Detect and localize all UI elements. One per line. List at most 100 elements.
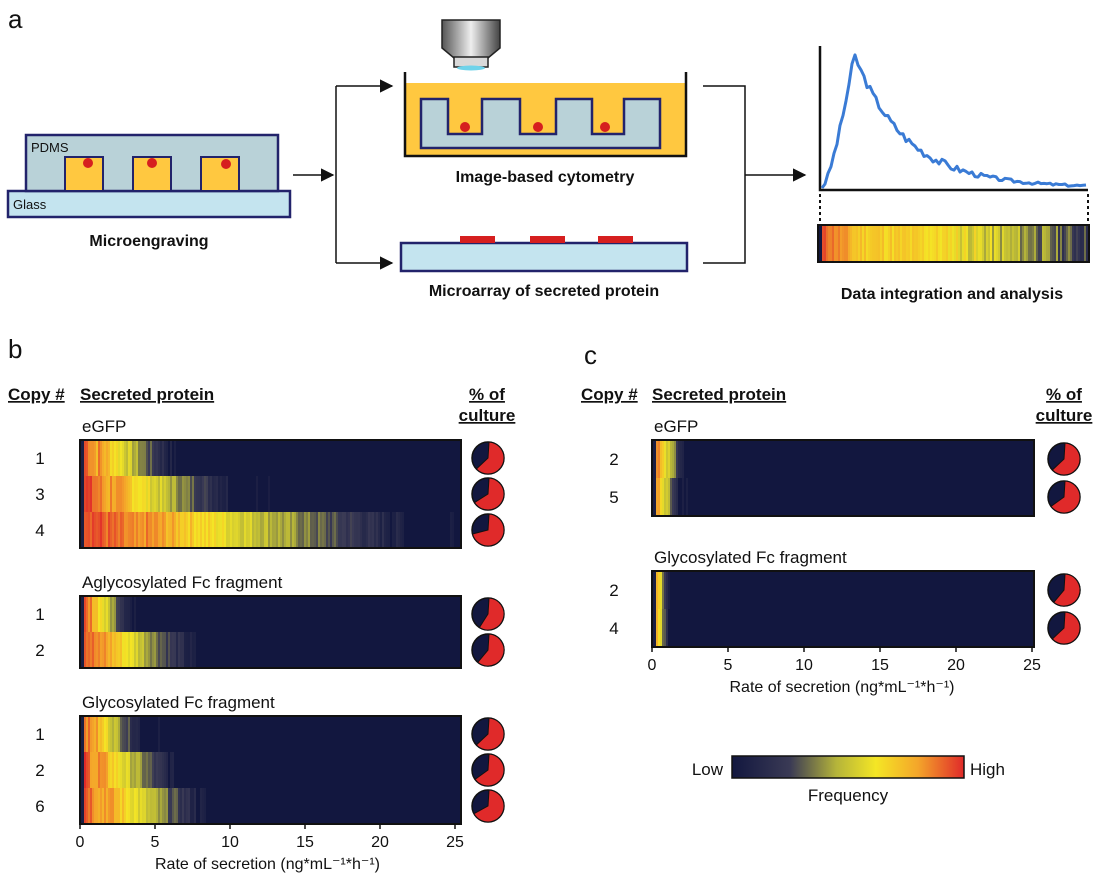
heatmap-cell <box>662 609 664 647</box>
heatmap-background <box>80 716 461 752</box>
heatmap-cell <box>942 225 944 262</box>
heatmap-cell <box>130 440 132 476</box>
heatmap-cell <box>132 440 134 476</box>
heatmap-cell <box>92 716 94 752</box>
heatmap-cell <box>322 512 324 548</box>
heatmap-cell <box>360 512 362 548</box>
pie-slice <box>475 717 505 751</box>
heatmap-cell <box>338 512 340 548</box>
heatmap-cell <box>108 716 110 752</box>
well <box>200 156 240 192</box>
heatmap-cell <box>1020 225 1022 262</box>
heatmap-cell <box>102 632 104 668</box>
heatmap-cell <box>910 225 912 262</box>
heatmap-cell <box>272 512 274 548</box>
heatmap-cell <box>266 512 268 548</box>
heatmap-cell <box>194 788 196 824</box>
heatmap-cell <box>326 512 328 548</box>
heatmap-cell <box>656 609 658 647</box>
heatmap-cell <box>850 225 852 262</box>
culture-pie <box>471 717 505 751</box>
heatmap-cell <box>682 478 684 516</box>
heatmap-cell <box>1048 225 1050 262</box>
cell <box>83 158 93 168</box>
heatmap-cell <box>122 476 124 512</box>
heatmap-frame <box>79 715 462 825</box>
heatmap-background <box>652 609 1034 647</box>
heatmap-cell <box>1066 225 1068 262</box>
heatmap-cell <box>994 225 996 262</box>
heatmap-cell <box>144 632 146 668</box>
heatmap-cell <box>158 440 160 476</box>
heatmap-cell <box>110 716 112 752</box>
heatmap-cell <box>346 512 348 548</box>
heatmap-cell <box>1016 225 1018 262</box>
heatmap-cell <box>104 788 106 824</box>
heatmap-cell <box>164 632 166 668</box>
heatmap-cell <box>182 476 184 512</box>
heatmap-cell <box>186 632 188 668</box>
heatmap-cell <box>86 476 88 512</box>
heatmap-row <box>80 596 461 632</box>
panel-a-letter: a <box>8 4 23 34</box>
heatmap-cell <box>674 478 676 516</box>
heatmap-cell <box>84 632 86 668</box>
panel-b-letter: b <box>8 334 22 364</box>
heatmap-cell <box>92 788 94 824</box>
heatmap-cell <box>106 752 108 788</box>
analysis-axes <box>818 46 1088 192</box>
heatmap-cell <box>92 440 94 476</box>
heatmap-cell <box>280 512 282 548</box>
copy-number: 2 <box>609 450 618 469</box>
axis-label: Rate of secretion (ng*mL⁻¹*h⁻¹) <box>155 856 380 873</box>
heatmap-cell <box>328 512 330 548</box>
heatmap-cell <box>136 632 138 668</box>
heatmap-cell <box>176 512 178 548</box>
heatmap-cell <box>394 512 396 548</box>
heatmap-cell <box>150 512 152 548</box>
heatmap-cell <box>374 512 376 548</box>
heatmap-cell <box>992 225 994 262</box>
heatmap-cell <box>154 512 156 548</box>
heatmap-cell <box>150 440 152 476</box>
heatmap-cell <box>244 512 246 548</box>
heatmap-cell <box>1058 225 1060 262</box>
copy-number: 3 <box>35 485 44 504</box>
heatmap-cell <box>82 476 84 512</box>
heatmap-cell <box>202 476 204 512</box>
heatmap-cell <box>88 716 90 752</box>
group-title: Glycosylated Fc fragment <box>654 548 847 567</box>
heatmap-cell <box>248 512 250 548</box>
heatmap-cell <box>878 225 880 262</box>
heatmap-cell <box>104 596 106 632</box>
heatmap-cell <box>260 512 262 548</box>
heatmap-cell <box>380 512 382 548</box>
heatmap-cell <box>104 512 106 548</box>
heatmap-cell <box>218 476 220 512</box>
heatmap-cell <box>136 440 138 476</box>
heatmap-cell <box>96 632 98 668</box>
heatmap-cell <box>152 752 154 788</box>
axis-tick-label: 10 <box>795 657 813 674</box>
legend-title: Frequency <box>808 786 889 805</box>
heatmap-cell <box>174 440 176 476</box>
heatmap-cell <box>232 512 234 548</box>
heatmap-cell <box>1056 225 1058 262</box>
heatmap-cell <box>106 596 108 632</box>
heatmap-cell <box>950 225 952 262</box>
heatmap-cell <box>134 476 136 512</box>
heatmap-cell <box>208 476 210 512</box>
heatmap-cell <box>106 440 108 476</box>
heatmap-cell <box>970 225 972 262</box>
heatmap-cell <box>114 512 116 548</box>
heatmap-cell <box>152 476 154 512</box>
heatmap-cell <box>928 225 930 262</box>
culture-header-2: culture <box>459 406 516 425</box>
heatmap-cell <box>136 788 138 824</box>
heatmap-cell <box>160 788 162 824</box>
heatmap-cell <box>86 752 88 788</box>
heatmap-cell <box>98 752 100 788</box>
heatmap-cell <box>252 512 254 548</box>
heatmap-row <box>652 571 1034 609</box>
heatmap-cell <box>944 225 946 262</box>
